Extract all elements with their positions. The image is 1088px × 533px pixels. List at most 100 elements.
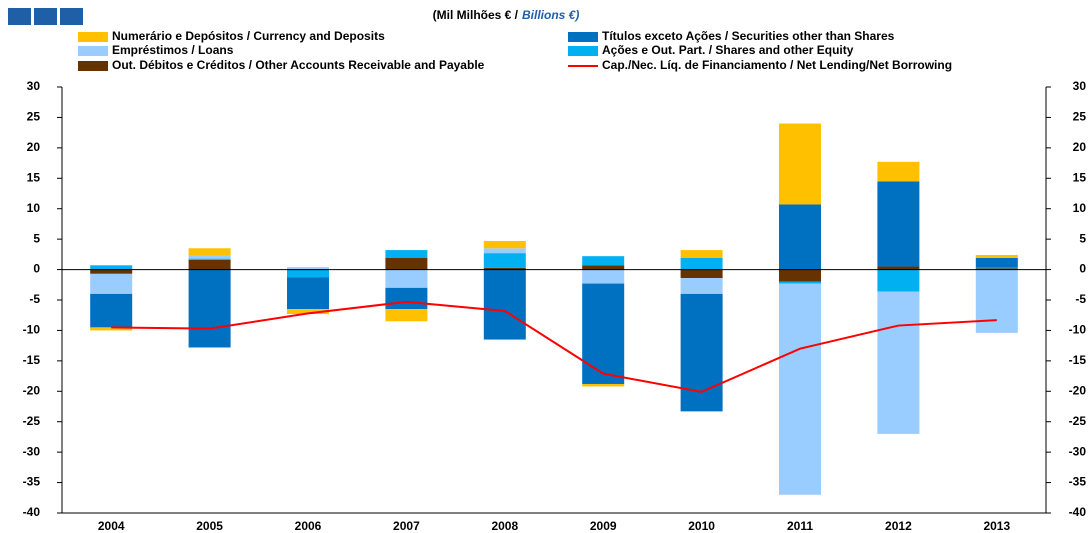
bar-segment — [385, 269, 428, 288]
x-tick-label: 2010 — [688, 519, 715, 533]
y2-tick-label: 0 — [1079, 262, 1086, 276]
chart-title: (Mil Milhões € / — [433, 8, 519, 22]
y-tick-label: 30 — [27, 79, 41, 93]
bar-segment — [877, 181, 920, 267]
y-tick-label: -40 — [23, 505, 41, 519]
legend-swatch — [78, 46, 108, 56]
bar-segment — [188, 269, 231, 348]
y2-tick-label: 25 — [1073, 110, 1087, 124]
bar-segment — [779, 204, 821, 270]
bar-segment — [680, 258, 723, 270]
x-tick-label: 2006 — [295, 519, 322, 533]
logo-block — [8, 8, 31, 25]
y2-tick-label: 15 — [1073, 170, 1087, 184]
bar-segment — [975, 254, 1018, 259]
y-tick-label: -20 — [23, 383, 41, 397]
bar-segment — [582, 269, 625, 284]
bar-segment — [385, 258, 428, 270]
bar-segment — [582, 383, 625, 387]
legend-swatch — [78, 32, 108, 42]
bar-segment — [90, 327, 133, 331]
bar-segment — [680, 293, 723, 412]
y-tick-label: -15 — [23, 353, 41, 367]
y-tick-label: 25 — [27, 110, 41, 124]
bar-segment — [779, 283, 821, 495]
legend-label: Empréstimos / Loans — [112, 43, 234, 57]
logo-block — [60, 8, 83, 25]
bar-segment — [188, 255, 231, 259]
bar-segment — [582, 283, 625, 384]
bar-segment — [90, 293, 133, 328]
bar-segment — [287, 269, 329, 278]
y2-tick-label: -35 — [1069, 475, 1087, 489]
y-tick-label: -35 — [23, 475, 41, 489]
bar-segment — [188, 259, 231, 270]
y2-tick-label: 5 — [1079, 231, 1086, 245]
bar-segment — [188, 248, 231, 256]
bar-segment — [779, 269, 821, 282]
bar-segment — [287, 277, 329, 310]
bar-segment — [975, 269, 1018, 333]
bar-segment — [680, 250, 723, 259]
x-tick-label: 2012 — [885, 519, 912, 533]
y-tick-label: -25 — [23, 414, 41, 428]
logo-block — [34, 8, 57, 25]
bar-segment — [483, 253, 526, 268]
bar-segment — [483, 240, 526, 249]
bar-segment — [779, 123, 821, 205]
bar-segment — [680, 278, 723, 294]
y-tick-label: -5 — [29, 292, 40, 306]
bar-segment — [385, 250, 428, 259]
x-tick-label: 2007 — [393, 519, 420, 533]
y-tick-label: -10 — [23, 323, 41, 337]
bar-segment — [975, 258, 1018, 268]
y2-tick-label: 20 — [1073, 140, 1087, 154]
legend-label: Ações e Out. Part. / Shares and other Eq… — [602, 43, 854, 57]
y2-tick-label: -40 — [1069, 505, 1087, 519]
bar-segment — [385, 287, 428, 310]
bar-segment — [90, 273, 133, 294]
x-tick-label: 2011 — [787, 519, 813, 533]
bar-segment — [877, 291, 920, 434]
y2-tick-label: -30 — [1069, 444, 1087, 458]
y2-tick-label: 30 — [1073, 79, 1087, 93]
y-tick-label: 5 — [33, 231, 40, 245]
legend-label: Out. Débitos e Créditos / Other Accounts… — [112, 58, 485, 72]
bar-segment — [385, 309, 428, 322]
y-tick-label: 20 — [27, 140, 41, 154]
line-series — [111, 300, 997, 393]
chart-title-en: Billions €) — [522, 8, 579, 22]
bar-segment — [877, 161, 920, 182]
bar-segment — [877, 269, 920, 292]
y2-tick-label: -20 — [1069, 383, 1087, 397]
y2-tick-label: -5 — [1075, 292, 1086, 306]
bar-segment — [975, 268, 1018, 270]
bar-segment — [975, 267, 1018, 269]
legend-swatch — [78, 61, 108, 71]
y-tick-label: -30 — [23, 444, 41, 458]
y-tick-label: 15 — [27, 170, 41, 184]
x-tick-label: 2005 — [196, 519, 223, 533]
legend-label: Títulos exceto Ações / Securities other … — [602, 29, 895, 43]
bar-segment — [287, 309, 329, 314]
legend-label: Numerário e Depósitos / Currency and Dep… — [112, 29, 385, 43]
bar-segment — [287, 267, 329, 269]
bar-segment — [483, 269, 526, 340]
bar-segment — [90, 265, 133, 270]
bar-segment — [877, 266, 920, 270]
y-tick-label: 10 — [27, 201, 41, 215]
bar-segment — [188, 258, 231, 260]
y2-tick-label: 10 — [1073, 201, 1087, 215]
legend-label: Cap./Nec. Líq. de Financiamento / Net Le… — [602, 58, 952, 72]
bar-segment — [90, 269, 133, 274]
legend-swatch — [568, 46, 598, 56]
bar-segment — [582, 265, 625, 270]
y2-tick-label: -10 — [1069, 323, 1087, 337]
bar-segment — [483, 267, 526, 270]
bar-segment — [582, 256, 625, 266]
x-tick-label: 2004 — [98, 519, 125, 533]
bar-segment — [680, 269, 723, 279]
x-tick-label: 2009 — [590, 519, 617, 533]
legend-swatch — [568, 32, 598, 42]
